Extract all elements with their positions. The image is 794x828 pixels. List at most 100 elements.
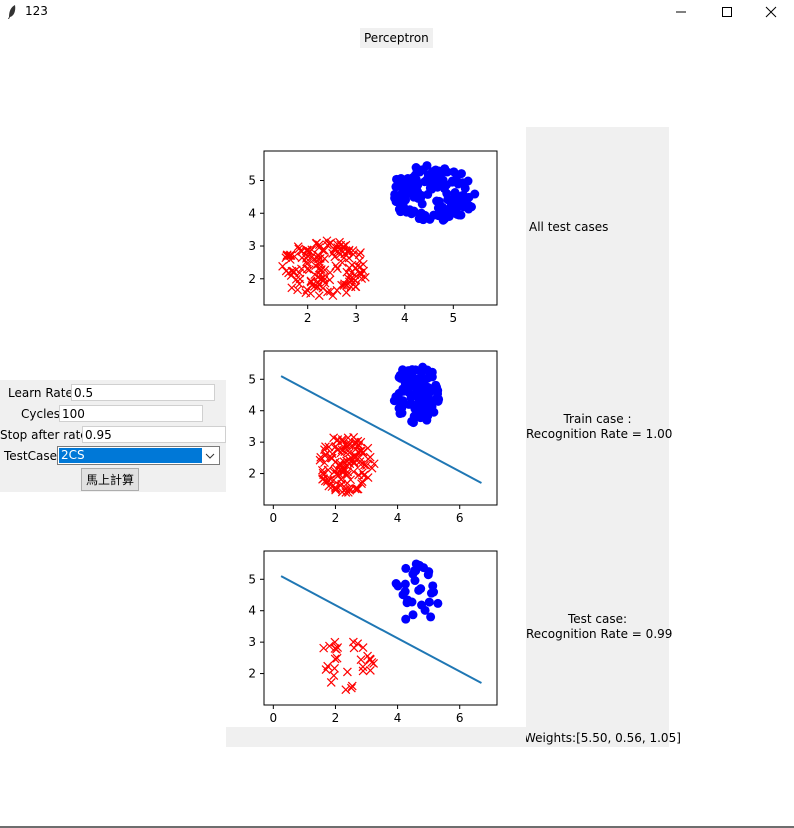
data-point-x: [331, 485, 341, 495]
data-point-o: [452, 209, 462, 219]
data-point-o: [456, 169, 466, 179]
test-case-chart: 0 2 4 6 2 3 4 5: [248, 550, 498, 725]
data-point-x: [319, 470, 329, 480]
data-point-x: [314, 263, 324, 273]
data-point-x: [327, 453, 337, 463]
data-point-x: [339, 457, 349, 467]
class-b-points: [390, 161, 480, 225]
data-point-x: [333, 243, 343, 252]
data-point-x: [330, 644, 340, 653]
testcase-select[interactable]: 2CS: [57, 446, 220, 465]
data-point-x: [330, 637, 340, 647]
data-point-x: [323, 475, 333, 485]
data-point-o: [416, 584, 426, 594]
data-point-x: [293, 242, 303, 252]
x-tick-label: 2: [304, 311, 312, 325]
data-point-x: [314, 243, 324, 253]
data-point-o: [454, 197, 464, 207]
y-tick-label: 2: [248, 467, 256, 481]
window-bottom-border: [0, 826, 794, 828]
data-point-x: [359, 266, 369, 276]
data-point-x: [349, 457, 359, 467]
data-point-x: [337, 258, 347, 268]
data-point-x: [348, 637, 358, 647]
axes-frame: [263, 550, 498, 706]
data-point-x: [302, 285, 312, 295]
data-point-x: [301, 253, 311, 263]
data-point-x: [325, 268, 335, 278]
data-point-x: [294, 244, 304, 254]
minimize-button[interactable]: [658, 0, 704, 24]
data-point-o: [402, 598, 412, 608]
data-point-o: [396, 174, 406, 184]
data-point-o: [425, 214, 435, 224]
data-point-x: [320, 445, 329, 455]
data-point-o: [398, 590, 408, 600]
all-cases-label: All test cases: [529, 220, 609, 234]
calculate-button[interactable]: 馬上計算: [81, 468, 139, 491]
train-rate-label: Recognition Rate = 1.00: [526, 427, 673, 441]
data-point-x: [294, 279, 304, 289]
data-point-o: [400, 180, 410, 190]
data-point-o: [433, 396, 443, 406]
data-point-x: [367, 463, 377, 473]
close-button[interactable]: [748, 0, 794, 24]
data-point-o: [418, 362, 428, 372]
class-b-points: [391, 559, 443, 624]
data-point-x: [358, 643, 368, 652]
data-point-x: [331, 261, 341, 271]
data-point-o: [392, 392, 402, 402]
class-a-points: [278, 236, 370, 301]
data-point-x: [333, 435, 343, 444]
class-a-points: [319, 637, 379, 695]
data-point-x: [339, 464, 349, 474]
x-tick-label: 0: [269, 511, 277, 525]
data-point-x: [307, 245, 317, 255]
x-tick-label: 6: [456, 511, 464, 525]
x-tick-label: 5: [449, 311, 457, 325]
data-point-o: [424, 567, 434, 577]
data-point-o: [433, 598, 443, 608]
data-point-x: [330, 654, 340, 664]
data-point-o: [391, 191, 401, 201]
data-point-o: [397, 408, 407, 418]
data-point-o: [405, 373, 415, 383]
data-point-x: [314, 291, 324, 301]
cycles-input[interactable]: [59, 405, 203, 422]
data-point-x: [329, 671, 339, 680]
data-point-x: [330, 663, 339, 673]
learn-rate-input[interactable]: [71, 384, 215, 401]
x-tick-label: 6: [456, 711, 464, 725]
data-point-x: [344, 440, 354, 450]
x-tick-label: 4: [401, 311, 409, 325]
data-point-x: [319, 643, 329, 653]
data-point-x: [316, 266, 325, 276]
test-case-label: Test case:: [567, 612, 628, 626]
data-point-x: [341, 685, 351, 695]
stop-rate-input[interactable]: [82, 426, 226, 443]
y-tick-label: 3: [248, 635, 256, 649]
data-point-x: [363, 473, 373, 483]
data-point-o: [400, 579, 410, 589]
data-point-x: [354, 250, 364, 260]
data-point-x: [331, 484, 341, 494]
class-a-points: [315, 432, 379, 497]
data-point-o: [408, 569, 418, 579]
maximize-button[interactable]: [704, 0, 750, 24]
data-point-o: [433, 203, 443, 213]
data-point-o: [417, 600, 427, 610]
data-point-x: [310, 270, 320, 280]
data-point-o: [421, 395, 431, 405]
y-tick-label: 3: [248, 239, 256, 253]
chevron-down-icon[interactable]: [203, 449, 217, 463]
data-point-x: [342, 667, 352, 677]
data-point-x: [313, 282, 323, 292]
data-point-o: [464, 192, 474, 202]
maximize-icon: [722, 7, 732, 17]
bottom-strip: [226, 727, 526, 747]
data-point-o: [422, 161, 432, 171]
data-point-x: [303, 251, 313, 261]
data-point-x: [325, 641, 334, 651]
data-point-x: [337, 463, 347, 473]
data-point-x: [316, 452, 326, 462]
